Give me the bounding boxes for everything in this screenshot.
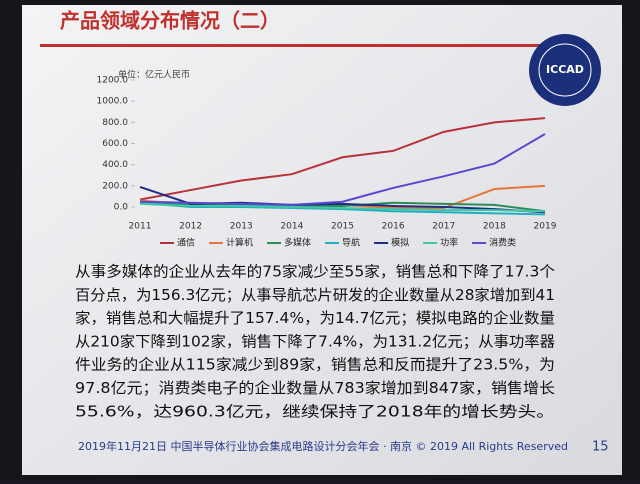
legend-label: 功率 xyxy=(440,237,458,249)
x-tick-label: 2011 xyxy=(129,222,152,232)
x-tick-label: 2013 xyxy=(230,222,253,232)
body-line: 件业务的企业从115家减少到89家，销售总和反而提升了23.5%，为 xyxy=(75,356,555,374)
logo-ring xyxy=(538,43,592,97)
series-line xyxy=(139,201,546,216)
x-tick-label: 2015 xyxy=(331,222,354,232)
body-line: 从事多媒体的企业从去年的75家减少至55家，销售总和下降了17.3个 xyxy=(75,263,555,281)
series-line xyxy=(139,133,546,206)
logo-text: ICCAD xyxy=(546,63,584,76)
logo: ICCAD xyxy=(529,34,601,106)
logo-circle xyxy=(529,34,601,106)
legend-label: 导航 xyxy=(342,237,360,249)
legend-label: 通信 xyxy=(177,237,195,249)
legend-label: 计算机 xyxy=(226,237,253,249)
x-tick-label: 2016 xyxy=(382,222,405,232)
series-line xyxy=(139,202,546,213)
y-tick-label: 400.0 xyxy=(102,160,128,170)
x-tick-label: 2012 xyxy=(179,222,202,232)
page-number: 15 xyxy=(592,440,609,455)
y-tick-label: 600.0 xyxy=(102,139,128,149)
body-line: 百分点，为156.3亿元；从事导航芯片研发的企业数量从28家增加到41 xyxy=(75,286,555,304)
legend-label: 多媒体 xyxy=(284,237,311,249)
y-tick-label: 1000.0 xyxy=(97,97,129,107)
y-tick-label: 0.0 xyxy=(114,203,129,213)
y-tick-label: 800.0 xyxy=(102,118,128,128)
legend-label: 消费类 xyxy=(489,237,516,249)
legend-label: 模拟 xyxy=(391,237,409,249)
y-tick-label: 200.0 xyxy=(102,181,128,191)
x-tick-label: 2019 xyxy=(534,222,557,232)
slide-title: 产品领域分布情况（二） xyxy=(60,9,280,33)
title-rule xyxy=(40,44,540,47)
unit-label: 单位：亿元人民币 xyxy=(118,69,190,81)
slide xyxy=(22,5,622,475)
series-line xyxy=(139,200,546,213)
body-line: 从210家下降到102家，销售下降了7.4%，为131.2亿元；从事功率器 xyxy=(75,332,555,350)
body-line: 家，销售总和大幅提升了157.4%，为14.7亿元；模拟电路的企业数量 xyxy=(75,309,555,327)
body-line: 97.8亿元；消费类电子的企业数量从783家增加到847家，销售增长 xyxy=(75,379,555,397)
x-tick-label: 2017 xyxy=(432,222,455,232)
body-line: 55.6%，达960.3亿元，继续保持了2018年的增长势头。 xyxy=(75,402,555,420)
series-line xyxy=(139,117,546,201)
plot: 0.0 200.0 400.0 600.0 800.0 1000.0 1200.0 2011 2… xyxy=(97,76,557,249)
x-tick-label: 2014 xyxy=(280,222,303,232)
y-tick-label: 1200.0 xyxy=(97,76,129,86)
footer: 2019年11月21日 中国半导体行业协会集成电路设计分会年会 · 南京 © 2… xyxy=(78,439,568,453)
x-tick-label: 2018 xyxy=(483,222,506,232)
body-text: 从事多媒体的企业从去年的75家减少至55家，销售总和下降了17.3个百分点，为1… xyxy=(75,263,555,421)
